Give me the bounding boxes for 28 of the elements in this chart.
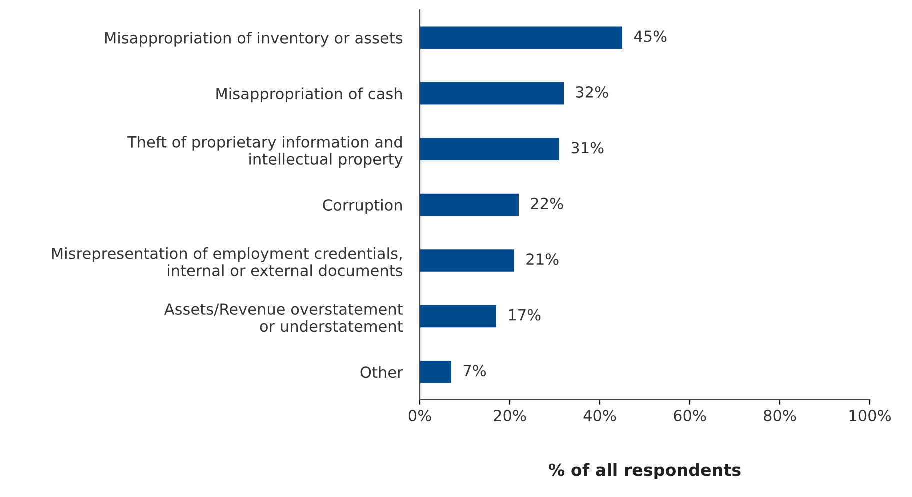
- data-label: 21%: [526, 254, 559, 266]
- x-tick-label: 20%: [494, 410, 526, 422]
- data-label: 22%: [531, 198, 564, 210]
- data-label: 31%: [572, 142, 604, 154]
- y-tick-label: Misappropriation of inventory or assets: [105, 32, 403, 47]
- y-tick-label: Assets/Revenue overstatement or understatement: [164, 304, 403, 332]
- bar: [420, 250, 514, 272]
- x-axis-title: % of all respondents: [548, 463, 741, 480]
- bar: [420, 305, 496, 328]
- bar: [420, 194, 519, 216]
- data-label: 45%: [634, 30, 667, 42]
- x-tick-label: 0%: [408, 410, 432, 422]
- y-tick-label: Misappropriation of cash: [216, 88, 402, 103]
- bar: [420, 361, 452, 384]
- x-tick-label: 60%: [674, 410, 706, 422]
- bar: [420, 82, 564, 105]
- data-label: 17%: [509, 309, 541, 321]
- y-tick-label: Theft of proprietary information and intellectual property: [127, 136, 403, 168]
- y-tick-label: Misrepresentation of employment credentials, internal or external documents: [52, 248, 403, 276]
- y-tick-label: Other: [360, 366, 404, 378]
- bar: [420, 26, 622, 49]
- x-tick-label: 100%: [850, 410, 891, 422]
- y-tick-label: Corruption: [323, 199, 402, 214]
- x-tick-label: 80%: [764, 410, 796, 422]
- bar: [420, 138, 560, 160]
- x-tick-label: 40%: [584, 410, 616, 422]
- data-label: 32%: [576, 86, 608, 98]
- data-label: 7%: [464, 365, 486, 377]
